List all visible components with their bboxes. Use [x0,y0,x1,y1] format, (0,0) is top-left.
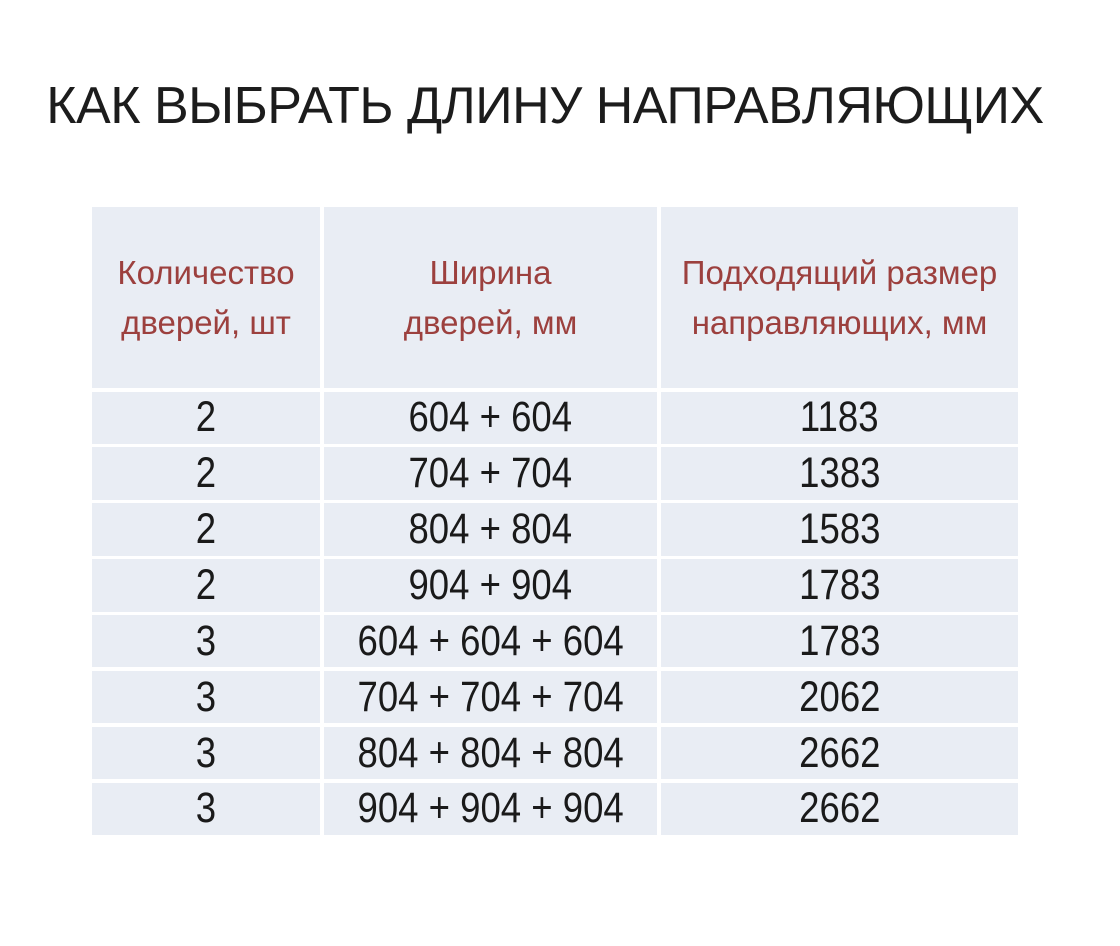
cell-value: 2 [195,560,217,609]
cell-value: 1583 [798,504,881,553]
column-header-door-count: Количество дверей, шт [92,207,320,388]
cell-value: 2062 [798,672,881,721]
cell-door-width: 704 + 704 [324,447,657,500]
cell-value: 604 + 604 [408,393,573,442]
cell-door-width: 904 + 904 + 904 [324,782,657,836]
cell-value: 2 [195,393,217,442]
cell-rail-size: 1783 [661,615,1018,668]
cell-rail-size: 2662 [661,726,1018,780]
cell-rail-size: 1383 [661,447,1018,500]
cell-value: 904 + 904 [408,560,573,609]
cell-door-width: 704 + 704 + 704 [324,670,657,724]
cell-value: 604 + 604 + 604 [357,616,624,665]
column-header-door-width: Ширина дверей, мм [324,207,657,388]
cell-value: 3 [195,616,217,665]
cell-value: 1383 [798,449,881,498]
cell-door-count: 2 [92,503,320,556]
page-title: КАК ВЫБРАТЬ ДЛИНУ НАПРАВЛЯЮЩИХ [46,77,1044,135]
column-header-line: направляющих, мм [691,303,988,341]
cell-value: 704 + 704 [408,449,573,498]
cell-value: 804 + 804 + 804 [357,728,624,777]
column-header-rail-size: Подходящий размер направляющих, мм [661,207,1018,388]
rail-length-table: Количество дверей, шт Ширина дверей, мм … [92,207,1018,836]
cell-door-count: 3 [92,615,320,668]
cell-value: 3 [195,728,217,777]
column-header-line: Подходящий размер [681,253,998,291]
cell-door-count: 2 [92,391,320,444]
cell-door-count: 3 [92,726,320,780]
cell-door-width: 804 + 804 + 804 [324,726,657,780]
cell-value: 3 [195,672,217,721]
cell-value: 1183 [800,393,879,442]
column-header-line: Ширина [429,253,552,291]
cell-rail-size: 1783 [661,559,1018,612]
cell-door-width: 604 + 604 [324,391,657,444]
cell-rail-size: 2662 [661,782,1018,836]
cell-value: 3 [195,784,217,833]
column-header-line: Количество [117,253,295,291]
cell-value: 704 + 704 + 704 [357,672,624,721]
cell-value: 1783 [798,616,881,665]
column-header-line: дверей, мм [403,303,578,341]
cell-value: 2 [195,504,217,553]
cell-door-count: 2 [92,559,320,612]
cell-value: 1783 [798,560,881,609]
cell-door-width: 804 + 804 [324,503,657,556]
cell-rail-size: 2062 [661,670,1018,724]
cell-door-width: 604 + 604 + 604 [324,615,657,668]
cell-door-width: 904 + 904 [324,559,657,612]
cell-rail-size: 1583 [661,503,1018,556]
column-header-line: дверей, шт [121,303,291,341]
cell-door-count: 2 [92,447,320,500]
cell-value: 904 + 904 + 904 [357,784,624,833]
cell-value: 2662 [798,784,881,833]
cell-rail-size: 1183 [661,391,1018,444]
cell-value: 2 [195,449,217,498]
cell-value: 2662 [798,728,881,777]
cell-door-count: 3 [92,782,320,836]
cell-door-count: 3 [92,670,320,724]
cell-value: 804 + 804 [408,504,573,553]
